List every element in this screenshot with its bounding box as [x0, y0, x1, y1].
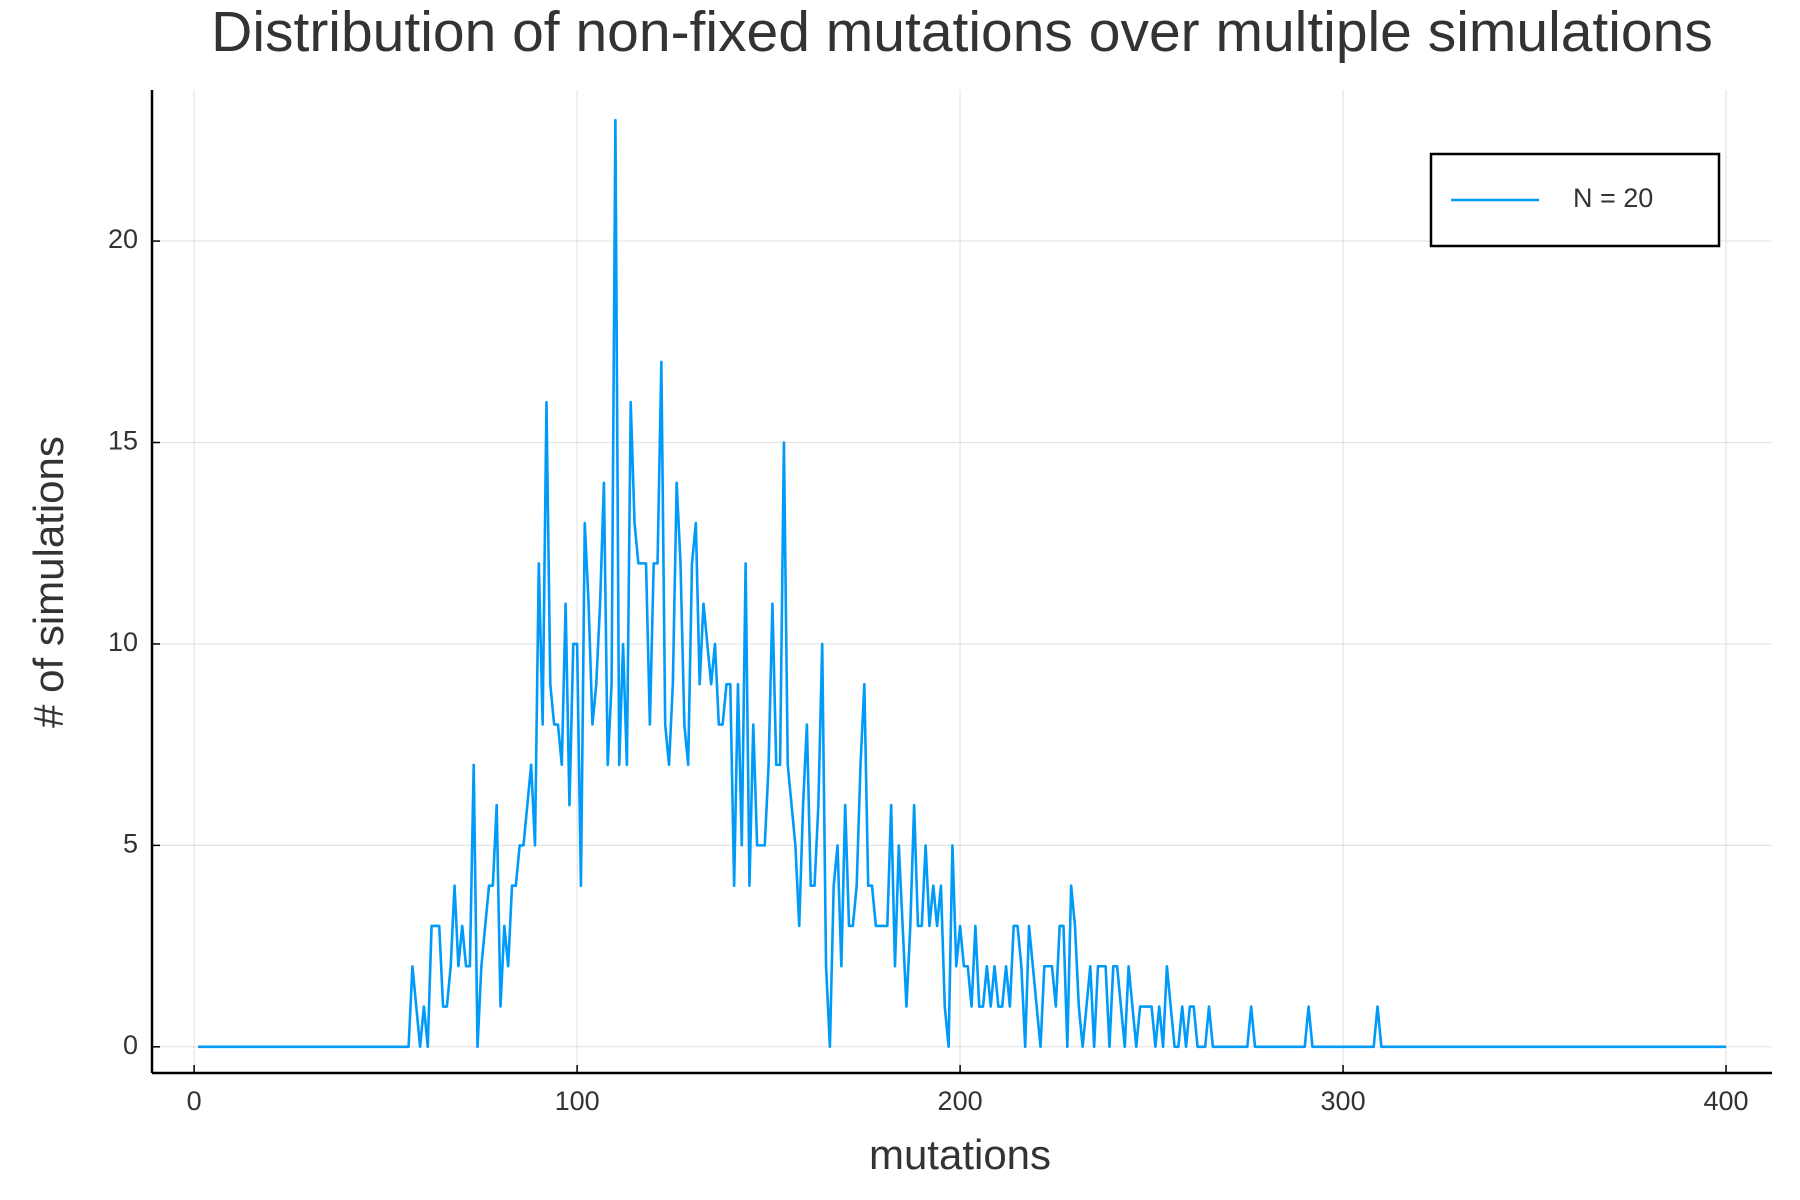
y-tick-label: 10	[108, 627, 138, 657]
x-axis-label: mutations	[869, 1131, 1051, 1178]
x-tick-label: 0	[187, 1086, 202, 1116]
x-tick-label: 100	[555, 1086, 600, 1116]
data-line	[197, 118, 1727, 1049]
x-tick-label: 200	[938, 1086, 983, 1116]
y-tick-label: 0	[123, 1030, 138, 1060]
legend-label: N = 20	[1573, 183, 1653, 213]
y-axis-label: # of simulations	[25, 436, 72, 728]
x-tick-label: 400	[1704, 1086, 1749, 1116]
y-tick-label: 20	[108, 224, 138, 254]
y-tick-label: 5	[123, 829, 138, 859]
y-tick-label: 15	[108, 426, 138, 456]
chart-title: Distribution of non-fixed mutations over…	[211, 0, 1713, 64]
x-tick-label: 300	[1321, 1086, 1366, 1116]
